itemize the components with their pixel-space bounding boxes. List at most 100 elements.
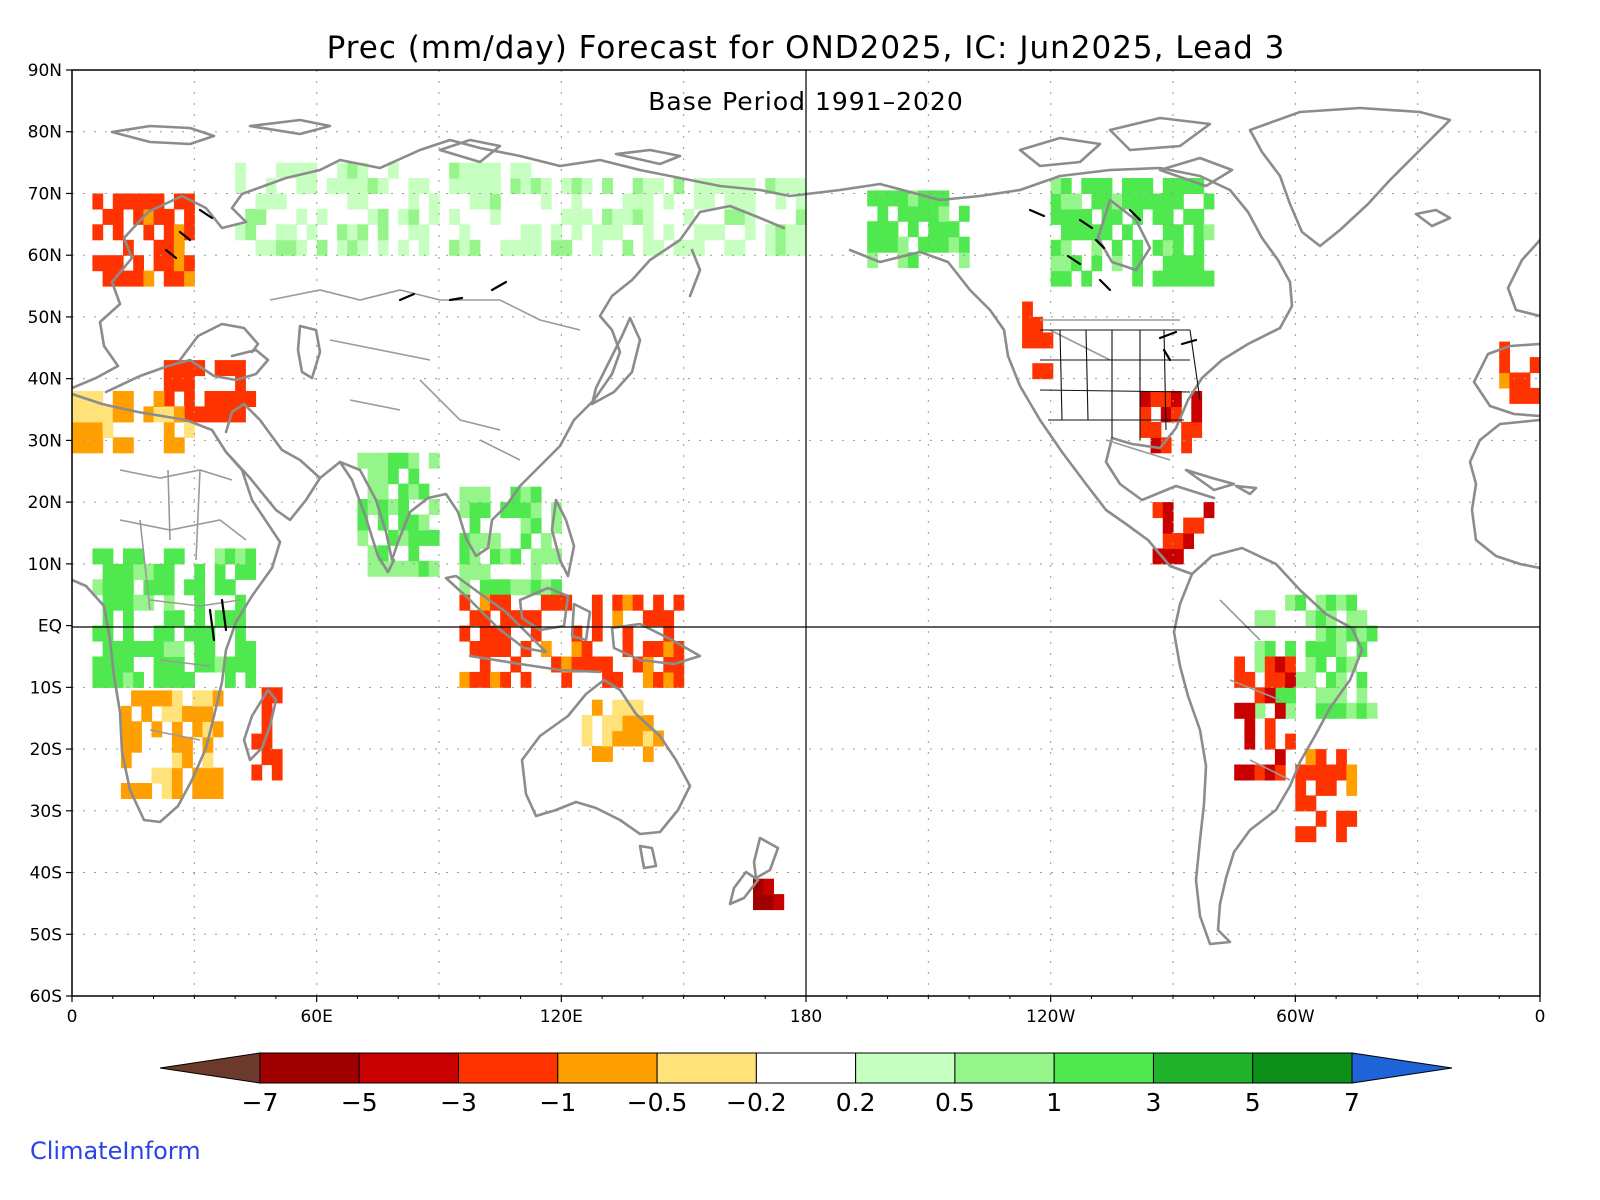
anomaly-region <box>753 878 785 911</box>
anomaly-cell <box>153 255 165 272</box>
anomaly-cell <box>133 208 144 225</box>
anomaly-cell <box>1162 548 1174 565</box>
lat-tick-label: 30S <box>30 802 62 822</box>
anomaly-cell <box>1315 779 1327 796</box>
anomaly-cell <box>296 239 308 256</box>
anomaly-cell <box>551 239 562 256</box>
anomaly-cell <box>204 406 216 423</box>
anomaly-cell <box>1101 224 1113 241</box>
anomaly-cell <box>112 656 124 673</box>
inland-lakes <box>164 208 1198 642</box>
anomaly-cell <box>1356 625 1368 642</box>
anomaly-cell <box>184 208 195 225</box>
anomaly-cell <box>561 178 573 194</box>
anomaly-cell <box>82 406 93 423</box>
anomaly-cell <box>520 486 532 503</box>
anomaly-cell <box>1060 255 1072 272</box>
anomaly-cell <box>204 391 216 407</box>
anomaly-cell <box>192 767 204 784</box>
anomaly-cell <box>428 208 440 225</box>
anomaly-cell <box>785 178 797 194</box>
anomaly-cell <box>1305 749 1317 766</box>
anomaly-cell <box>1305 671 1317 688</box>
anomaly-cell <box>245 563 257 580</box>
lat-tick-label: 40N <box>28 370 62 390</box>
anomaly-cell <box>490 178 501 194</box>
anomaly-cell <box>408 452 420 469</box>
colorbar-box <box>656 1052 757 1084</box>
anomaly-cell <box>459 563 471 580</box>
anomaly-cell <box>102 671 114 688</box>
anomaly-cell <box>192 705 204 722</box>
anomaly-cell <box>377 178 389 194</box>
anomaly-cell <box>1274 671 1286 688</box>
anomaly-cell <box>704 224 715 241</box>
anomaly-cell <box>377 452 389 469</box>
anomaly-cell <box>918 205 929 222</box>
anomaly-region <box>235 162 562 256</box>
anomaly-cell <box>958 236 970 253</box>
anomaly-cell <box>1203 502 1215 519</box>
anomaly-cell <box>1183 533 1194 549</box>
anomaly-cell <box>642 746 654 762</box>
anomaly-cell <box>693 239 705 256</box>
anomaly-cell <box>1181 421 1192 438</box>
anomaly-cell <box>744 208 756 225</box>
anomaly-cell <box>1050 255 1062 272</box>
anomaly-cell <box>102 579 114 596</box>
anomaly-cell <box>1173 178 1184 194</box>
anomaly-cell <box>1356 702 1368 719</box>
anomaly-cell <box>192 690 204 707</box>
anomaly-cell <box>540 641 552 657</box>
anomaly-cell <box>131 721 142 738</box>
anomaly-cell <box>194 594 206 611</box>
anomaly-cell <box>123 579 134 596</box>
anomaly-cell <box>459 671 471 688</box>
anomaly-cell <box>1173 255 1184 272</box>
anomaly-cell <box>479 486 491 503</box>
anomaly-cell <box>120 783 132 799</box>
anomaly-cell <box>510 579 522 596</box>
anomaly-cell <box>1274 764 1286 781</box>
anomaly-cell <box>184 421 195 438</box>
anomaly-cell <box>602 224 613 241</box>
anomaly-cell <box>530 548 542 565</box>
anomaly-cell <box>112 193 124 210</box>
anomaly-cell <box>520 224 532 241</box>
anomaly-cell <box>1264 764 1276 781</box>
anomaly-cell <box>224 391 236 407</box>
anomaly-cell <box>163 360 175 377</box>
anomaly-cell <box>92 421 104 438</box>
anomaly-cell <box>1183 255 1194 272</box>
lat-tick-label: 60S <box>30 987 62 1007</box>
anomaly-cell <box>459 162 471 179</box>
anomaly-cell <box>795 193 807 210</box>
anomaly-cell <box>490 193 501 210</box>
anomaly-cell <box>171 783 183 799</box>
anomaly-cell <box>184 193 195 210</box>
anomaly-region <box>867 190 970 269</box>
anomaly-cell <box>1150 391 1162 407</box>
anomaly-cell <box>367 545 379 562</box>
anomaly-cell <box>785 224 797 241</box>
anomaly-cell <box>1264 656 1276 673</box>
colorbar-tick-label: 0.5 <box>935 1088 975 1117</box>
anomaly-cell <box>357 239 369 256</box>
anomaly-cell <box>867 236 878 253</box>
anomaly-cell <box>479 671 491 688</box>
anomaly-cell <box>184 360 195 377</box>
anomaly-cell <box>123 391 134 407</box>
anomaly-cell <box>214 579 226 596</box>
gridlines <box>72 70 1540 996</box>
anomaly-cell <box>958 205 970 222</box>
anomaly-cell <box>1132 178 1143 194</box>
anomaly-cell <box>958 252 970 269</box>
anomaly-cell <box>622 699 634 716</box>
anomaly-cell <box>123 625 134 642</box>
anomaly-cell <box>612 715 624 732</box>
anomaly-cell <box>1203 224 1215 241</box>
anomaly-cell <box>398 452 409 469</box>
anomaly-cell <box>591 656 603 673</box>
anomaly-cell <box>1274 702 1286 719</box>
anomaly-cell <box>1234 656 1245 673</box>
